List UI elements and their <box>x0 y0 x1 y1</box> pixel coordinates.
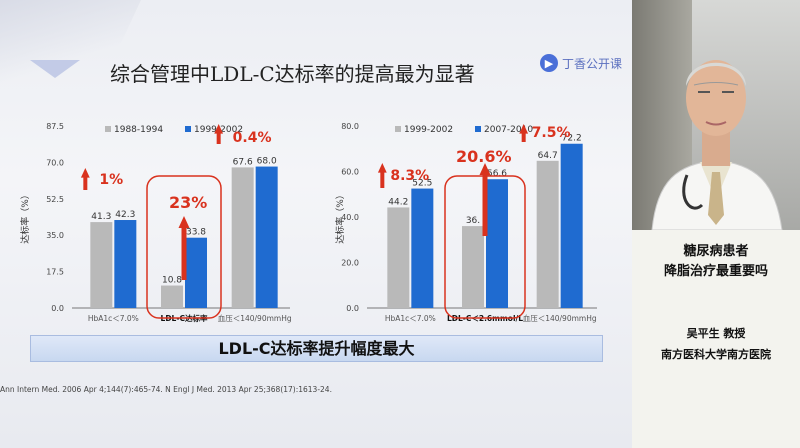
y-axis-label: 达标率（%） <box>19 190 31 244</box>
bar-value-label: 64.7 <box>538 151 558 161</box>
bar-value-label: 67.6 <box>233 157 253 167</box>
bar <box>185 237 207 308</box>
slide: 综合管理中LDL-C达标率的提高最为显著 ▶ 丁香公开课 达标率（%） 0.0 17… <box>0 0 632 448</box>
panel-title-line2: 降脂治疗最重要吗 <box>663 264 768 279</box>
y-axis-label: 达标率（%） <box>334 190 346 244</box>
bar <box>462 226 484 308</box>
up-arrow-icon <box>479 163 491 236</box>
play-icon: ▶ <box>540 54 558 72</box>
y-tick-label: 80.0 <box>341 122 359 131</box>
up-arrow-icon <box>519 124 529 142</box>
bar-value-label: 52.5 <box>412 179 432 189</box>
y-tick-label: 20.0 <box>341 259 359 268</box>
up-arrow-icon <box>377 163 387 188</box>
bar <box>536 160 559 308</box>
bar <box>255 166 278 308</box>
highlight-box <box>146 175 222 319</box>
logo-text: 丁香公开课 <box>562 56 623 71</box>
category-label: HbA1c＜7.0% <box>385 314 436 323</box>
bar-value-label: 72.2 <box>562 134 582 144</box>
legend-swatch <box>185 126 191 132</box>
speaker-affiliation: 南方医科大学南方医院 <box>661 348 771 361</box>
improvement-label: 1% <box>99 172 123 188</box>
y-tick-label: 35.0 <box>46 231 64 240</box>
logo: ▶ 丁香公开课 <box>540 54 622 72</box>
legend-swatch <box>105 126 111 132</box>
category-label: 血压＜140/90mmHg <box>523 313 597 323</box>
legend-label: 1999-2002 <box>404 125 453 135</box>
up-arrow-icon <box>80 168 90 190</box>
bar <box>486 179 508 308</box>
y-tick-label: 0.0 <box>346 304 359 313</box>
chart-2-svg: 达标率（%） 0.0 20.0 40.0 60.0 80.0 1999-2002 2007-2… <box>334 122 597 323</box>
category-label: HbA1c＜7.0% <box>88 314 139 323</box>
chart-1: 达标率（%）0.017.535.052.570.087.51988-199419… <box>19 118 320 337</box>
y-tick-label: 40.0 <box>341 213 359 222</box>
improvement-label: 0.4% <box>233 130 272 146</box>
reference-citation: Ann Intern Med. 2006 Apr 4;144(7):465-74… <box>0 385 332 394</box>
bar-value-label: 41.3 <box>91 212 111 222</box>
legend-swatch <box>395 126 401 132</box>
improvement-label: 7.5% <box>532 125 571 141</box>
bar-value-label: 56.6 <box>487 169 507 179</box>
bar-value-label: 10.8 <box>162 276 182 286</box>
bar <box>161 285 183 308</box>
speaker-name: 吴平生 教授 <box>686 327 746 340</box>
legend-swatch <box>475 126 481 132</box>
bar <box>114 220 137 308</box>
bar <box>560 143 583 308</box>
speaker-figure <box>651 60 783 230</box>
y-tick-label: 87.5 <box>46 122 64 131</box>
bar <box>387 207 410 308</box>
up-arrow-icon <box>214 124 224 144</box>
y-tick-label: 0.0 <box>51 304 64 313</box>
bar <box>411 188 434 308</box>
y-tick-label: 60.0 <box>341 168 359 177</box>
bar-value-label: 42.3 <box>115 210 135 220</box>
category-label: 血压＜140/90mmHg <box>218 313 292 323</box>
slide-decoration-triangle <box>30 60 80 78</box>
improvement-label: 8.3% <box>390 168 429 184</box>
chart-2: 达标率（%） 0.0 20.0 40.0 60.0 80.0 1999-2002 2007-2… <box>334 118 620 337</box>
improvement-label: 23% <box>169 193 207 212</box>
bar-value-label: 33.8 <box>186 228 206 238</box>
legend-label: 1988-1994 <box>114 125 163 135</box>
improvement-label: 20.6% <box>456 147 512 166</box>
slide-title: 综合管理中LDL-C达标率的提高最为显著 <box>110 62 475 86</box>
y-tick-label: 70.0 <box>46 158 64 167</box>
bar <box>231 167 254 308</box>
panel-title-line1: 糖尿病患者 <box>683 244 749 259</box>
bar <box>90 222 113 308</box>
summary-banner: LDL-C达标率提升幅度最大 <box>30 335 603 362</box>
chart-1-svg: 达标率（%）0.017.535.052.570.087.51988-199419… <box>19 122 292 323</box>
legend-label: 2007-2010 <box>484 125 533 135</box>
speaker-video <box>632 0 800 230</box>
bar-value-label: 68.0 <box>257 157 277 167</box>
y-tick-label: 52.5 <box>46 195 64 204</box>
bar-value-label: 44.2 <box>388 197 408 207</box>
bar-value-label: 36. <box>466 216 480 226</box>
y-tick-label: 17.5 <box>46 268 64 277</box>
up-arrow-icon <box>178 216 190 280</box>
info-panel: 糖尿病患者 降脂治疗最重要吗 吴平生 教授 南方医科大学南方医院 <box>632 230 800 448</box>
